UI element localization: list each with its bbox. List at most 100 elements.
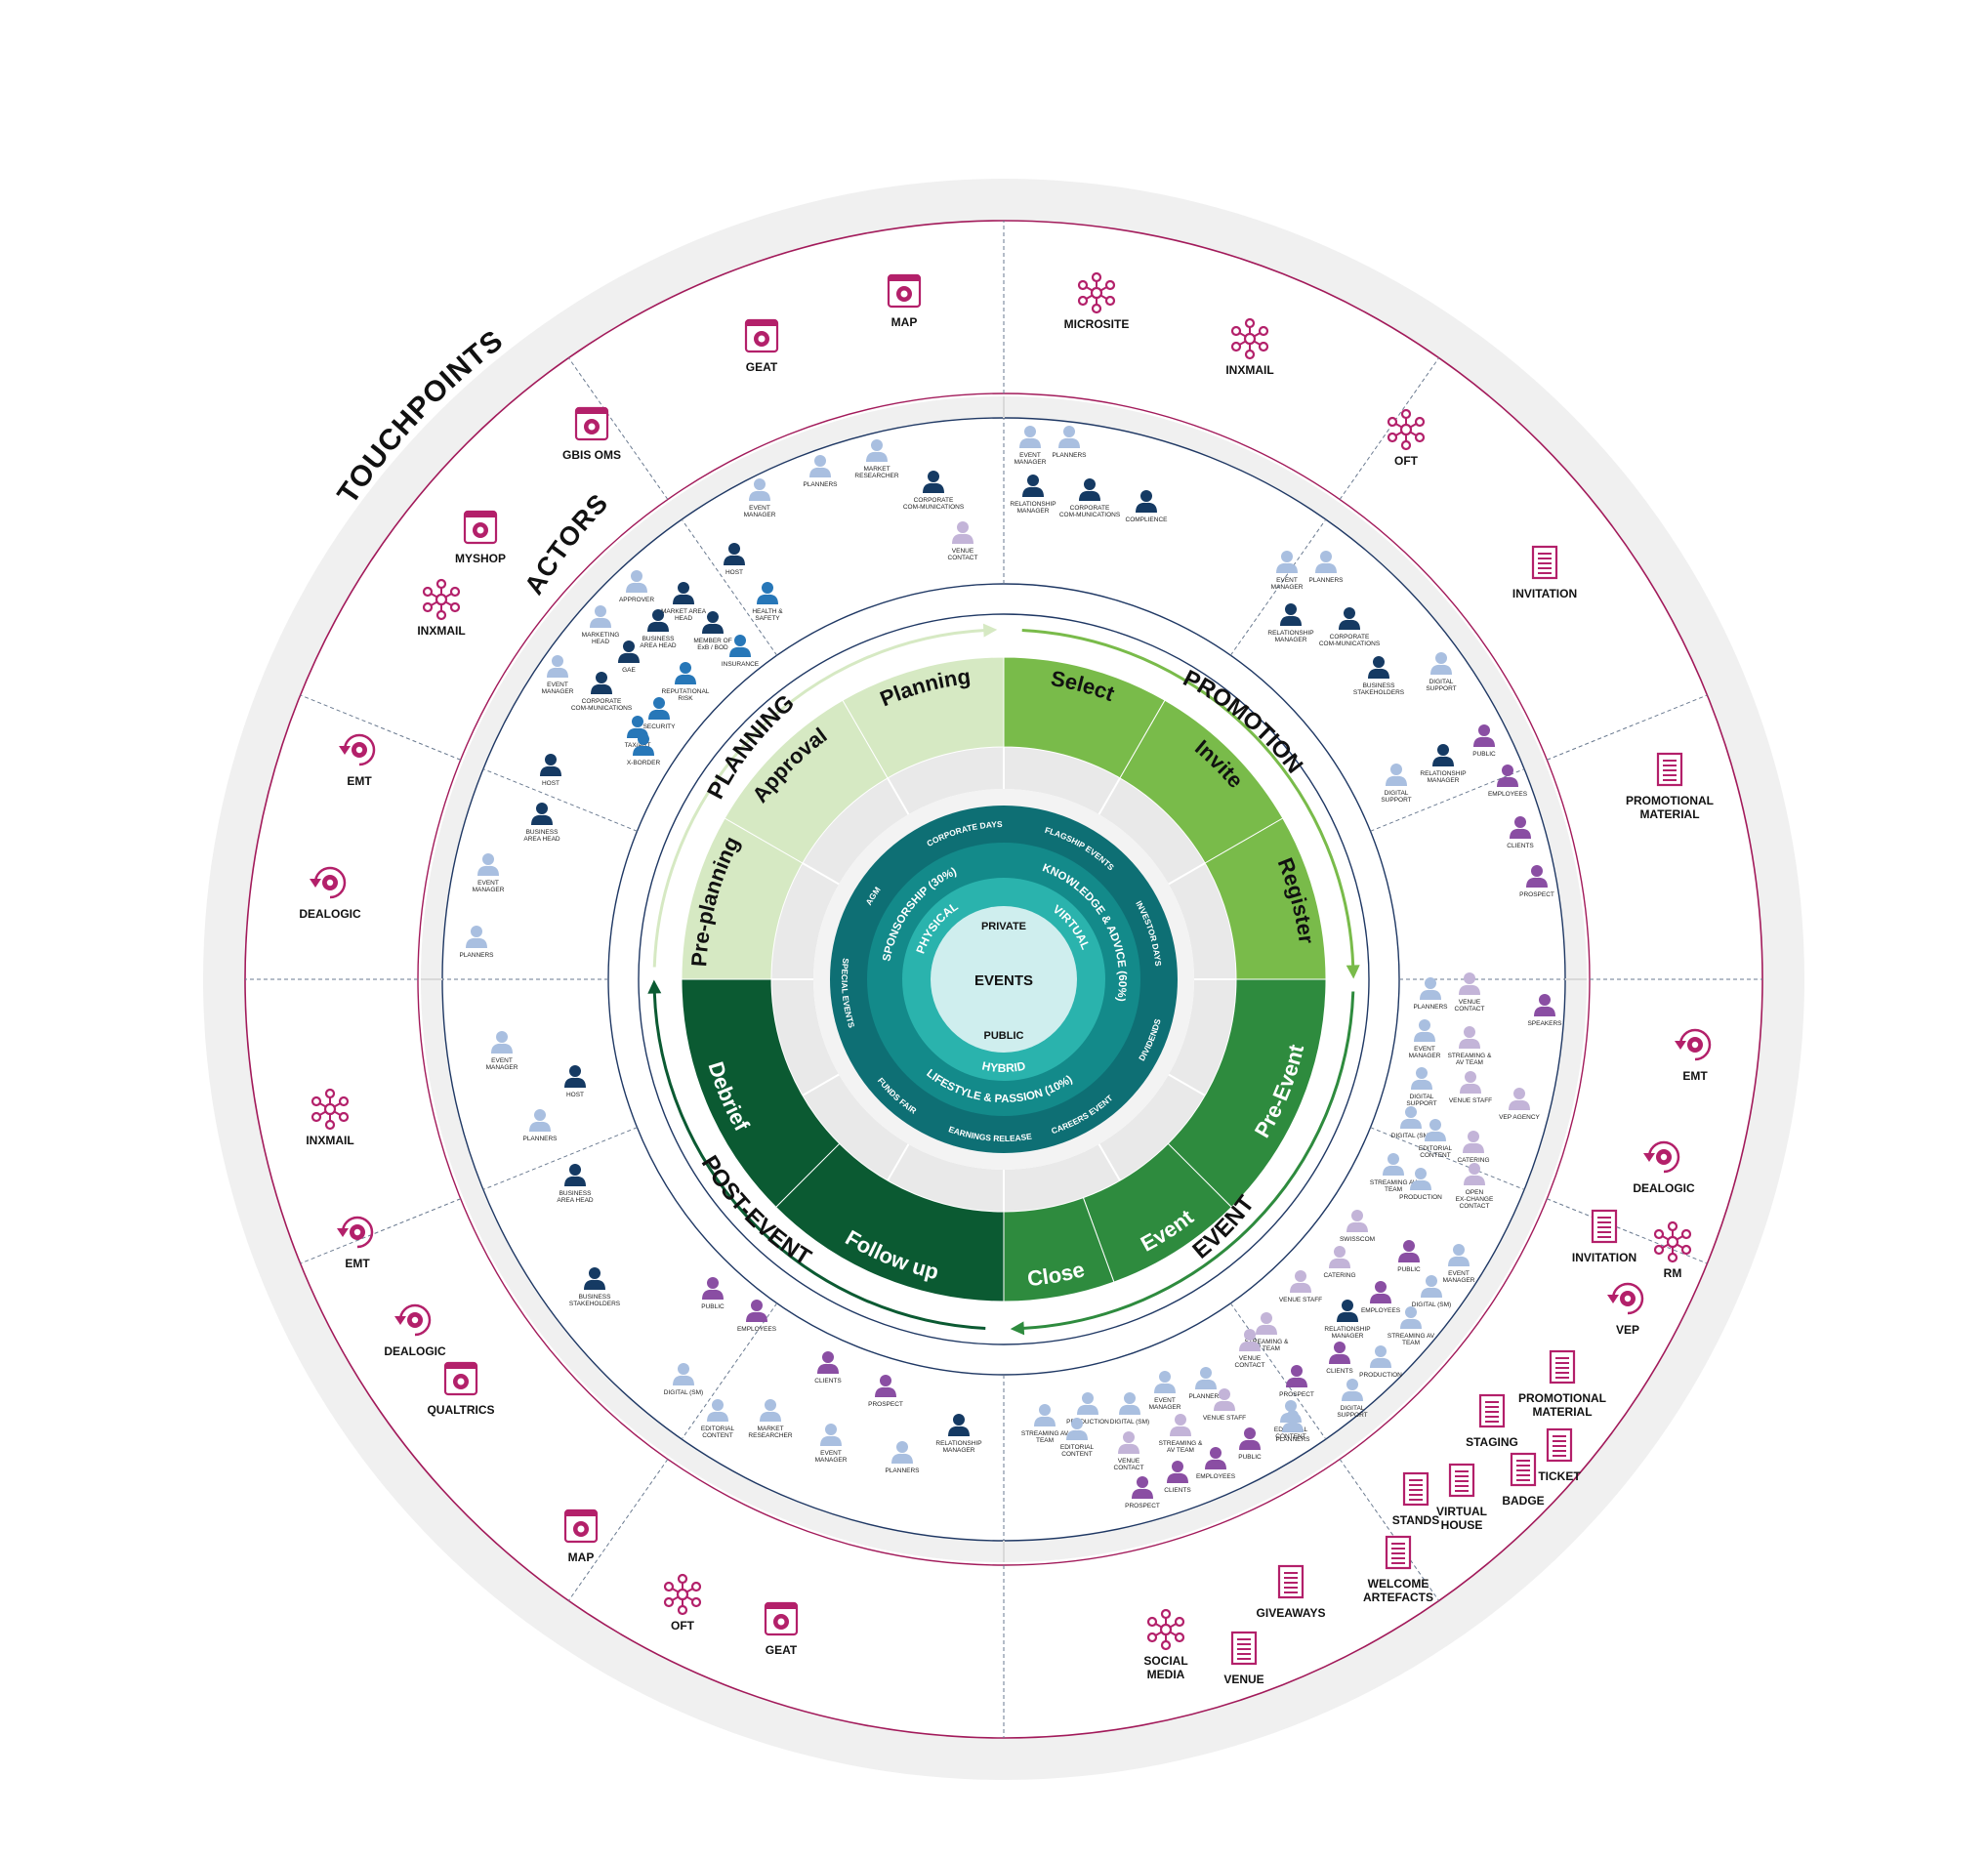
- actor-public: PUBLIC: [1472, 724, 1496, 758]
- touchpoint-rm[interactable]: RM: [1653, 1220, 1692, 1280]
- actor-planners: PLANNERS: [803, 455, 838, 488]
- touchpoint-dealogic[interactable]: DEALOGIC: [1633, 1140, 1695, 1195]
- touchpoint-qualtrics[interactable]: QUALTRICS: [427, 1361, 495, 1417]
- touchpoint-ticket[interactable]: TICKET: [1538, 1427, 1581, 1483]
- person-icon: [820, 1424, 842, 1446]
- actor-label: BUSINESS: [559, 1190, 593, 1197]
- person-icon: [1119, 1392, 1140, 1415]
- touchpoint-inxmail[interactable]: INXMAIL: [417, 578, 466, 638]
- actor-clients: CLIENTS: [1507, 816, 1534, 849]
- touchpoint-staging[interactable]: STAGING: [1466, 1393, 1518, 1449]
- actor-label: EVENT: [547, 682, 568, 688]
- actor-label: MARKET AREA: [661, 608, 707, 615]
- person-icon: [1410, 1168, 1431, 1190]
- touchpoint-vep[interactable]: VEP: [1607, 1282, 1644, 1337]
- actor-label: MANAGER: [1428, 777, 1460, 784]
- touchpoint-invitation[interactable]: INVITATION: [1572, 1209, 1636, 1264]
- actor-label: HEAD: [675, 615, 692, 622]
- gear-doc-icon: [887, 273, 922, 309]
- actor-label: EVENT: [820, 1450, 842, 1457]
- actor-label: GAE: [622, 667, 636, 674]
- person-icon: [746, 1300, 767, 1322]
- touchpoint-inxmail[interactable]: INXMAIL: [1225, 317, 1274, 377]
- actor-digital-sm-: DIGITAL (SM): [1391, 1106, 1430, 1139]
- actor-label: MARKET: [757, 1426, 783, 1432]
- actor-label: DIGITAL (SM): [1391, 1133, 1430, 1139]
- touchpoint-microsite[interactable]: MICROSITE: [1064, 271, 1130, 331]
- actor-divider: [1229, 518, 1327, 656]
- actor-employees: EMPLOYEES: [1488, 765, 1528, 798]
- touchpoint-giveaways[interactable]: GIVEAWAYS: [1257, 1564, 1326, 1620]
- touchpoint-myshop[interactable]: MYSHOP: [455, 510, 506, 565]
- touchpoint-dealogic[interactable]: DEALOGIC: [384, 1303, 446, 1358]
- touchpoint-gbis-oms[interactable]: GBIS OMS: [562, 406, 621, 462]
- actor-label: BUSINESS: [526, 829, 559, 836]
- touchpoint-inxmail[interactable]: INXMAIL: [306, 1088, 354, 1147]
- actor-label: COM-MUNICATIONS: [1319, 641, 1381, 647]
- person-icon: [648, 697, 670, 720]
- actor-label: PRODUCTION: [1066, 1419, 1109, 1426]
- touchpoint-oft[interactable]: OFT: [1387, 408, 1426, 468]
- touchpoint-stands[interactable]: STANDS: [1392, 1471, 1439, 1527]
- touchpoint-geat[interactable]: GEAT: [764, 1601, 799, 1657]
- touchpoint-geat[interactable]: GEAT: [744, 318, 779, 374]
- touchpoint-label: DEALOGIC: [384, 1344, 446, 1358]
- touchpoint-label: ARTEFACTS: [1363, 1591, 1433, 1604]
- actor-streaming-av-team: STREAMING &AV TEAM: [1245, 1312, 1289, 1352]
- gear-doc-icon: [443, 1361, 478, 1396]
- person-icon: [1368, 656, 1389, 679]
- network-icon: [422, 578, 461, 621]
- touchpoint-venue[interactable]: VENUE: [1223, 1631, 1264, 1686]
- actor-label: INSURANCE: [722, 661, 760, 668]
- document-icon: [1448, 1463, 1475, 1498]
- person-icon: [1205, 1447, 1226, 1469]
- touchpoints-layer: MAP GEAT GBIS OMS MYSHOP INXMAIL EMT DEALOGIC M…: [299, 271, 1714, 1686]
- actor-label: STREAMING &: [1159, 1440, 1203, 1447]
- touchpoint-label: WELCOME: [1368, 1577, 1429, 1591]
- document-icon: [1277, 1564, 1305, 1599]
- touchpoint-badge[interactable]: BADGE: [1502, 1452, 1545, 1508]
- person-icon: [1459, 972, 1480, 995]
- actor-label: COM-MUNICATIONS: [1059, 512, 1121, 518]
- person-icon: [891, 1441, 913, 1464]
- document-icon: [1478, 1393, 1506, 1428]
- person-icon: [1329, 1246, 1350, 1268]
- actor-label: CONTENT: [1420, 1152, 1450, 1159]
- actor-complience: COMPLIENCE: [1126, 490, 1168, 523]
- actor-divider: [482, 1127, 638, 1190]
- touchpoint-invitation[interactable]: INVITATION: [1512, 545, 1577, 600]
- actor-label: MANAGER: [1015, 459, 1047, 466]
- actor-label: VENUE STAFF: [1203, 1415, 1246, 1422]
- touchpoint-divider: [1547, 694, 1708, 761]
- actor-label: EVENT: [1414, 1046, 1435, 1053]
- person-icon: [817, 1351, 839, 1374]
- actor-label: MANAGER: [1443, 1277, 1475, 1284]
- actor-planners: PLANNERS: [1308, 551, 1344, 584]
- actor-venue-staff: VENUE STAFF: [1449, 1071, 1492, 1104]
- actor-divider: [482, 768, 638, 832]
- touchpoint-map[interactable]: MAP: [887, 273, 922, 329]
- person-icon: [1510, 816, 1531, 839]
- actor-label: MANAGER: [486, 1064, 518, 1071]
- network-icon: [1387, 408, 1426, 451]
- touchpoint-label: TICKET: [1538, 1469, 1581, 1483]
- actor-clients: CLIENTS: [1326, 1342, 1353, 1375]
- touchpoint-emt[interactable]: EMT: [339, 733, 376, 788]
- actor-label: RESEARCHER: [854, 473, 898, 479]
- actor-label: RESEARCHER: [748, 1432, 792, 1439]
- touchpoint-emt[interactable]: EMT: [337, 1216, 374, 1270]
- touchpoint-map[interactable]: MAP: [563, 1509, 599, 1564]
- actor-label: X-BORDER: [627, 760, 661, 766]
- actor-employees: EMPLOYEES: [737, 1300, 777, 1333]
- touchpoint-oft[interactable]: OFT: [663, 1573, 702, 1633]
- touchpoint-dealogic[interactable]: DEALOGIC: [299, 866, 361, 921]
- touchpoint-emt[interactable]: EMT: [1675, 1028, 1712, 1083]
